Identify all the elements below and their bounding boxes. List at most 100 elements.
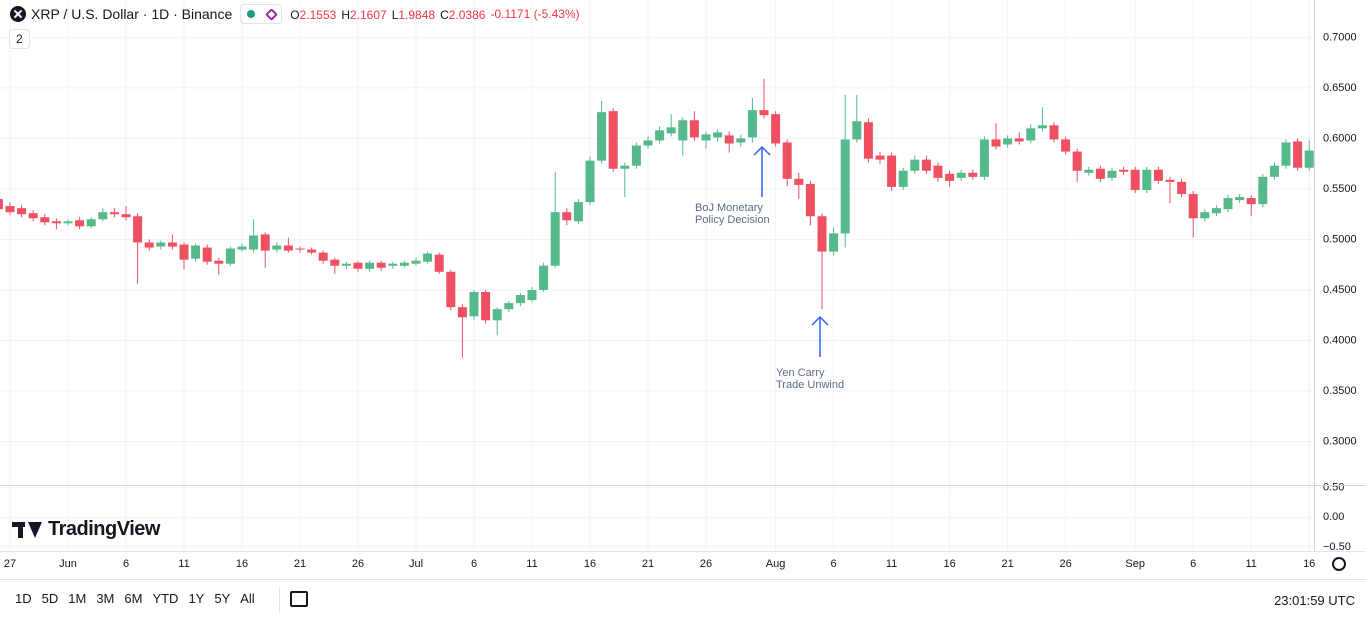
candle-body: [1153, 169, 1163, 181]
candle-body: [1084, 169, 1094, 173]
candle-body: [17, 208, 27, 215]
timeframe-button[interactable]: 5Y: [209, 591, 235, 606]
ohlc-value: 1.9848: [398, 8, 436, 22]
candle-body: [1293, 141, 1303, 168]
candle-body: [840, 139, 850, 234]
candle-body: [1130, 169, 1140, 190]
x-tick-label: 16: [584, 558, 596, 570]
candle-body: [330, 259, 340, 266]
candle-body: [202, 247, 212, 262]
candle-body: [40, 217, 50, 223]
candle-body: [283, 245, 293, 251]
x-tick-label: 6: [123, 558, 129, 570]
ohlc-value: 2.1607: [349, 8, 387, 22]
ohlc-item: L1.9848: [392, 8, 435, 22]
ohlc-item: O2.1553: [290, 8, 336, 22]
logo: TradingView: [12, 518, 160, 541]
candle-body: [875, 155, 885, 160]
y-tick-label: 0.6500: [1323, 82, 1357, 94]
candle-body: [469, 292, 479, 317]
candle-body: [979, 139, 989, 177]
ohlc-values: O2.1553 H2.1607 L1.9848 C2.0386: [290, 6, 490, 22]
candle-body: [156, 242, 166, 247]
candle-body: [968, 172, 978, 177]
grid: [0, 0, 1314, 551]
x-tick-label: Jun: [59, 558, 77, 570]
x-tick-label: 26: [352, 558, 364, 570]
x-tick-label: 26: [700, 558, 712, 570]
separator: [279, 588, 280, 612]
candle-body: [689, 120, 699, 138]
candle-body: [1223, 198, 1233, 210]
timeframe-button[interactable]: 6M: [119, 591, 147, 606]
timeframe-button[interactable]: 1Y: [183, 591, 209, 606]
candle-body: [1095, 168, 1105, 179]
candle-body: [214, 260, 224, 264]
candle-body: [921, 159, 931, 171]
candle-body: [713, 132, 723, 138]
candle-body: [133, 216, 143, 243]
candle-body: [527, 289, 537, 301]
ohlc-label: H: [341, 8, 350, 22]
x-tick-label: 16: [943, 558, 955, 570]
candle-body: [260, 234, 270, 251]
x-tick-label: 16: [1303, 558, 1315, 570]
candle-body: [1246, 198, 1256, 205]
y-tick-label: 0.4500: [1323, 284, 1357, 296]
candle-body: [805, 183, 815, 217]
y-tick-label: 0.3000: [1323, 435, 1357, 447]
candle-body: [852, 121, 862, 140]
annotation-arrowhead: [753, 145, 771, 156]
x-tick-label: 16: [236, 558, 248, 570]
candle-body: [0, 199, 3, 210]
candle-body: [411, 260, 421, 264]
candle-body: [492, 309, 502, 321]
indicator-count[interactable]: 2: [9, 29, 30, 49]
candle-body: [167, 242, 177, 247]
candle-body: [817, 216, 827, 252]
candle-body: [1235, 197, 1245, 201]
candle-body: [376, 262, 386, 268]
ohlc-value: 2.1553: [299, 8, 337, 22]
candle-body: [179, 244, 189, 260]
candle-body: [585, 160, 595, 203]
y-tick-label: 0.6000: [1323, 132, 1357, 144]
candle-body: [1304, 150, 1314, 168]
candle-body: [1049, 125, 1059, 140]
settings-button[interactable]: [1332, 557, 1346, 571]
candle-body: [597, 112, 607, 161]
candle-body: [237, 246, 247, 250]
ohlc-item: C2.0386: [440, 8, 485, 22]
ohlc-label: C: [440, 8, 449, 22]
annotation-text: Policy Decision: [695, 214, 770, 226]
annotation-text: Yen Carry: [776, 367, 825, 379]
candle-body: [341, 263, 351, 266]
candle-body: [562, 212, 572, 221]
chart: 27 Jun 6 11 16 21 26 Jul 6 11 16 21 26 Aug 6 11 16 21 26 Se…: [0, 0, 1365, 570]
y-tick-label: 0.3500: [1323, 385, 1357, 397]
candle-body: [144, 242, 154, 248]
timeframe-button[interactable]: All: [235, 591, 259, 606]
candle-body: [307, 249, 317, 253]
timeframe-button[interactable]: 3M: [91, 591, 119, 606]
ohlc-item: H2.1607: [341, 8, 386, 22]
timeframe-button[interactable]: YTD: [147, 591, 183, 606]
timeframe-button[interactable]: 1M: [63, 591, 91, 606]
candle-body: [272, 245, 282, 250]
timeframe-button[interactable]: 1D: [10, 591, 37, 606]
date-range-button[interactable]: [290, 591, 308, 607]
candle-body: [678, 120, 688, 141]
candle-body: [1119, 169, 1129, 172]
candle-body: [1072, 151, 1082, 171]
visibility-toggle[interactable]: [240, 4, 283, 24]
timeframe-button[interactable]: 5D: [37, 591, 64, 606]
candle-body: [666, 127, 676, 134]
price-change: -0.1171 (-5.43%): [490, 7, 580, 21]
candle-body: [550, 212, 560, 266]
y-tick-label: 0.5500: [1323, 183, 1357, 195]
candle-body: [933, 165, 943, 178]
x-tick-label: 26: [1059, 558, 1071, 570]
x-tick-label: 21: [1001, 558, 1013, 570]
